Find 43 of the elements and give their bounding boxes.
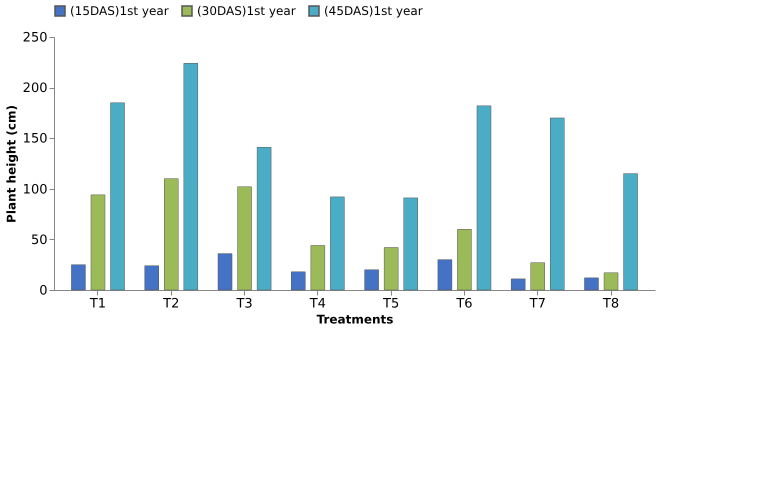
y-tick-label: 250 [22, 30, 48, 46]
bar [310, 245, 326, 290]
x-tick-label: T5 [382, 296, 400, 312]
x-tick-label: T2 [162, 296, 180, 312]
x-tick-label: T6 [455, 296, 473, 312]
bar [457, 229, 472, 290]
x-tick-label: T7 [528, 296, 546, 312]
bar [384, 247, 398, 290]
y-tick-label: 200 [22, 81, 48, 96]
bar [110, 102, 125, 290]
bar [256, 147, 272, 290]
legend-label: (30DAS)1st year [197, 4, 296, 18]
x-axis-title: Treatments [316, 312, 394, 326]
bar [530, 262, 545, 290]
bar [476, 106, 492, 290]
y-axis-title: Plant height (cm) [4, 105, 19, 223]
bar [364, 270, 379, 290]
bar [237, 186, 252, 290]
bar [623, 173, 638, 290]
legend-label: (15DAS)1st year [70, 4, 169, 18]
bar [184, 63, 198, 290]
x-tick-label: T8 [602, 296, 620, 312]
bar [584, 278, 599, 290]
bar [90, 194, 106, 290]
bar [144, 265, 159, 290]
bar [164, 178, 179, 290]
y-tick-label: 100 [22, 182, 48, 198]
bar [604, 272, 618, 290]
x-tick-label: T4 [308, 296, 326, 312]
y-tick-label: 50 [30, 232, 48, 248]
x-tick-label: T3 [235, 296, 253, 312]
bar [438, 259, 452, 290]
bar [291, 272, 306, 290]
bar [218, 253, 232, 290]
bar [550, 118, 565, 290]
y-tick-label: 0 [39, 284, 48, 298]
y-tick-label: 150 [22, 132, 48, 147]
x-tick-label: T1 [88, 296, 106, 312]
legend-label: (45DAS)1st year [324, 4, 423, 18]
bar [403, 198, 418, 290]
bar [330, 196, 345, 290]
bar [510, 278, 526, 290]
bar [71, 264, 86, 290]
